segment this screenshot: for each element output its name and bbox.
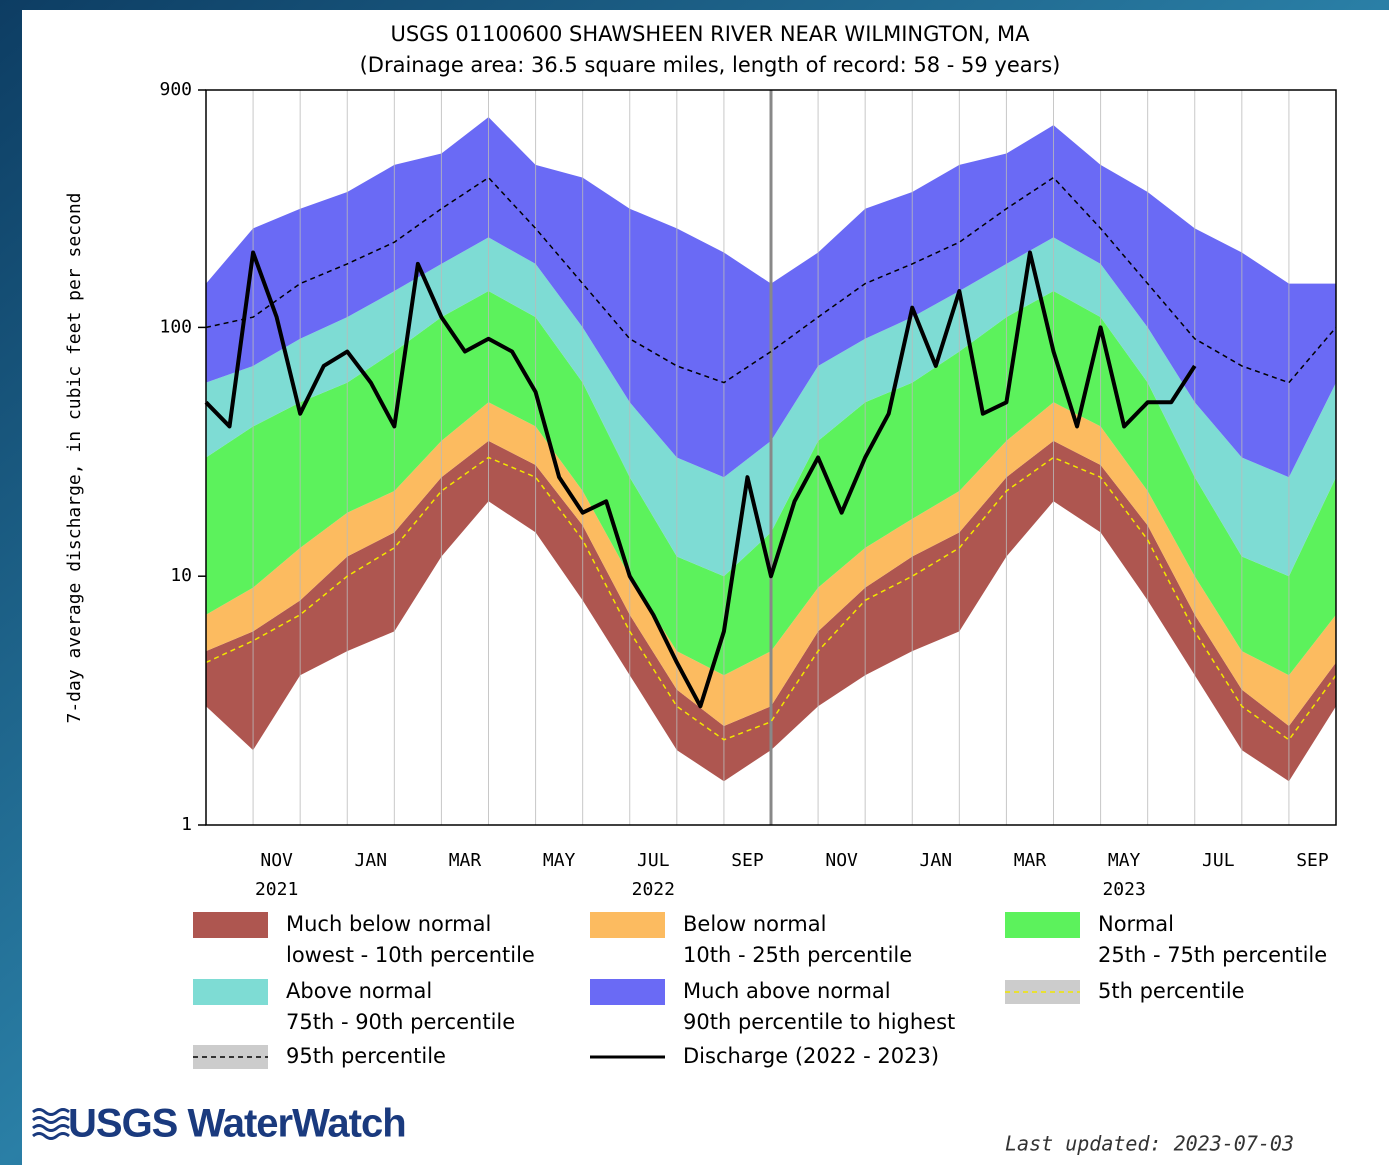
legend-swatch [1005, 912, 1080, 938]
chart-title: USGS 01100600 SHAWSHEEN RIVER NEAR WILMI… [390, 22, 1030, 46]
x-tick-label: MAR [1014, 850, 1047, 871]
legend-swatch [590, 912, 665, 938]
x-tick-label: JUL [1202, 850, 1235, 871]
x-tick-label: JAN [355, 850, 388, 871]
legend-sublabel: 10th - 25th percentile [683, 943, 912, 967]
y-axis-label: 7-day average discharge, in cubic feet p… [64, 192, 85, 723]
legend-swatch [193, 912, 268, 938]
x-year-label: 2023 [1102, 879, 1145, 900]
x-tick-label: NOV [260, 850, 293, 871]
x-year-label: 2022 [632, 879, 675, 900]
legend-label: Normal [1098, 912, 1174, 936]
x-tick-label: JAN [920, 850, 953, 871]
discharge-line [204, 250, 1197, 709]
x-year-label: 2021 [255, 879, 298, 900]
legend-swatch [193, 979, 268, 1005]
y-tick-label: 100 [159, 316, 192, 337]
x-tick-label: SEP [731, 850, 764, 871]
chart-subtitle: (Drainage area: 36.5 square miles, lengt… [360, 53, 1061, 77]
x-tick-label: MAY [1108, 850, 1141, 871]
legend-label: Much above normal [683, 979, 891, 1003]
x-tick-label: JUL [637, 850, 670, 871]
legend-sublabel: 25th - 75th percentile [1098, 943, 1327, 967]
percentile-line [205, 176, 1337, 384]
legend-label: 95th percentile [286, 1044, 446, 1068]
legend-label: 5th percentile [1098, 979, 1245, 1003]
x-tick-label: SEP [1296, 850, 1329, 871]
y-tick-label: 10 [170, 565, 192, 586]
legend-label: Below normal [683, 912, 826, 936]
x-tick-label: NOV [825, 850, 858, 871]
plot-frame [205, 89, 1337, 826]
y-tick-label: 900 [159, 79, 192, 100]
x-tick-label: MAR [449, 850, 482, 871]
legend-swatch [590, 979, 665, 1005]
legend-sublabel: 90th percentile to highest [683, 1010, 955, 1034]
last-updated: Last updated: 2023-07-03 [1005, 1132, 1294, 1156]
legend-label: Above normal [286, 979, 432, 1003]
y-tick-label: 1 [181, 814, 192, 835]
x-tick-label: MAY [543, 850, 576, 871]
logo-icon [32, 1108, 70, 1140]
logo: USGS WaterWatch [68, 1102, 406, 1146]
legend-label: Discharge (2022 - 2023) [683, 1044, 939, 1068]
legend-sublabel: lowest - 10th percentile [286, 943, 535, 967]
legend-sublabel: 75th - 90th percentile [286, 1010, 515, 1034]
legend-label: Much below normal [286, 912, 491, 936]
percentile-line [205, 456, 1337, 741]
